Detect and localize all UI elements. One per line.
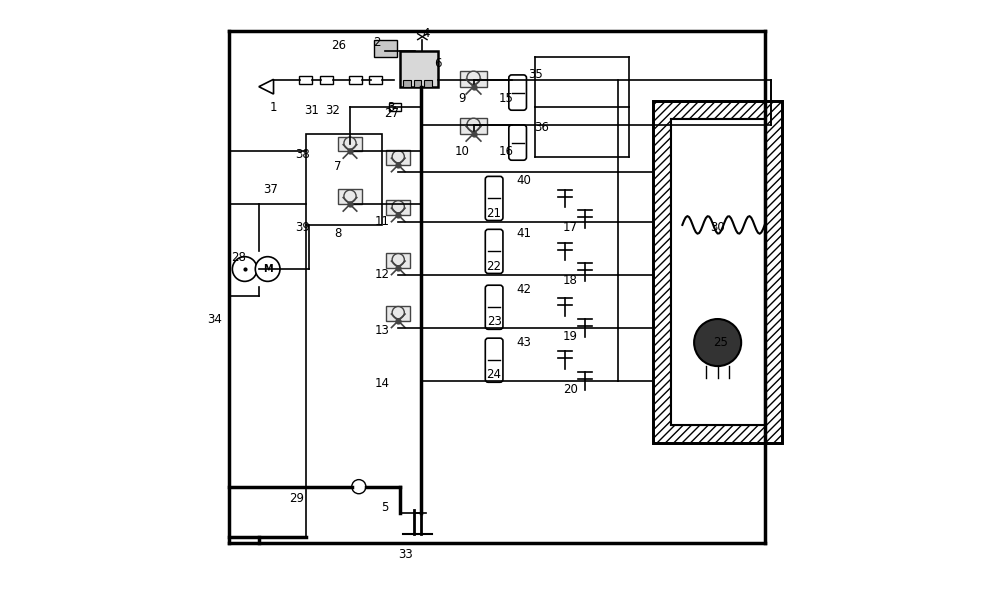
Text: 24: 24: [487, 368, 502, 381]
Circle shape: [392, 307, 404, 319]
Text: 7: 7: [334, 160, 342, 173]
Text: 41: 41: [516, 227, 531, 240]
Text: 32: 32: [325, 103, 340, 116]
Bar: [320, 76, 333, 84]
Text: 2: 2: [373, 36, 380, 49]
Bar: [386, 253, 410, 268]
FancyBboxPatch shape: [509, 125, 526, 160]
Bar: [369, 76, 382, 84]
Text: 10: 10: [454, 145, 469, 158]
Text: 38: 38: [296, 148, 310, 161]
Bar: [653, 102, 782, 443]
Text: 14: 14: [375, 377, 390, 390]
Text: 30: 30: [710, 222, 725, 235]
FancyBboxPatch shape: [485, 229, 503, 274]
Text: 43: 43: [516, 336, 531, 349]
Text: 25: 25: [713, 336, 728, 349]
Text: 37: 37: [263, 183, 278, 196]
Bar: [460, 70, 487, 87]
Bar: [386, 200, 410, 215]
Bar: [374, 40, 397, 57]
Text: 6: 6: [434, 57, 442, 70]
FancyBboxPatch shape: [485, 176, 503, 220]
FancyBboxPatch shape: [509, 75, 526, 110]
Bar: [460, 118, 487, 134]
Bar: [414, 80, 421, 87]
Circle shape: [344, 137, 356, 150]
Circle shape: [255, 256, 280, 281]
Bar: [400, 51, 438, 87]
Text: 9: 9: [458, 92, 466, 105]
Text: 29: 29: [290, 492, 305, 505]
Bar: [299, 76, 312, 84]
Text: 42: 42: [516, 283, 531, 296]
Bar: [338, 190, 362, 204]
Text: 15: 15: [498, 92, 513, 105]
Bar: [349, 76, 362, 84]
Text: 12: 12: [375, 268, 390, 281]
Text: 21: 21: [487, 207, 502, 220]
Bar: [338, 137, 362, 151]
Text: 35: 35: [528, 69, 543, 82]
Text: 31: 31: [304, 103, 319, 116]
Text: 36: 36: [534, 121, 549, 134]
Text: 16: 16: [498, 145, 513, 158]
Bar: [671, 119, 765, 425]
Text: 26: 26: [331, 39, 346, 52]
Text: 39: 39: [296, 222, 310, 235]
Bar: [386, 306, 410, 321]
Circle shape: [467, 71, 480, 85]
Text: 3: 3: [387, 101, 395, 114]
Text: 1: 1: [270, 101, 277, 114]
Bar: [671, 119, 765, 425]
Circle shape: [467, 118, 480, 131]
Text: 18: 18: [563, 274, 578, 287]
Text: 34: 34: [207, 313, 222, 326]
Circle shape: [232, 256, 257, 281]
FancyBboxPatch shape: [485, 285, 503, 329]
Circle shape: [392, 151, 404, 163]
Circle shape: [694, 319, 741, 366]
Text: 23: 23: [487, 316, 502, 329]
Text: 40: 40: [516, 174, 531, 187]
Bar: [389, 103, 401, 111]
Text: 33: 33: [399, 548, 413, 561]
Text: 22: 22: [487, 259, 502, 272]
Text: 17: 17: [563, 222, 578, 235]
Circle shape: [352, 480, 366, 493]
Circle shape: [392, 200, 404, 213]
Text: 5: 5: [382, 501, 389, 514]
Text: 11: 11: [375, 216, 390, 229]
Text: 8: 8: [335, 227, 342, 240]
Bar: [306, 134, 382, 225]
Bar: [653, 102, 782, 443]
Circle shape: [392, 254, 404, 266]
Bar: [403, 80, 411, 87]
Circle shape: [344, 190, 356, 202]
Text: 28: 28: [231, 251, 246, 264]
Polygon shape: [259, 79, 274, 94]
Text: M: M: [263, 264, 272, 274]
Text: 19: 19: [563, 330, 578, 343]
Text: 13: 13: [375, 324, 390, 337]
Bar: [386, 150, 410, 165]
Text: 20: 20: [563, 383, 578, 396]
FancyBboxPatch shape: [485, 338, 503, 382]
Text: 4: 4: [423, 27, 430, 40]
Bar: [424, 80, 432, 87]
Text: 27: 27: [384, 106, 399, 119]
